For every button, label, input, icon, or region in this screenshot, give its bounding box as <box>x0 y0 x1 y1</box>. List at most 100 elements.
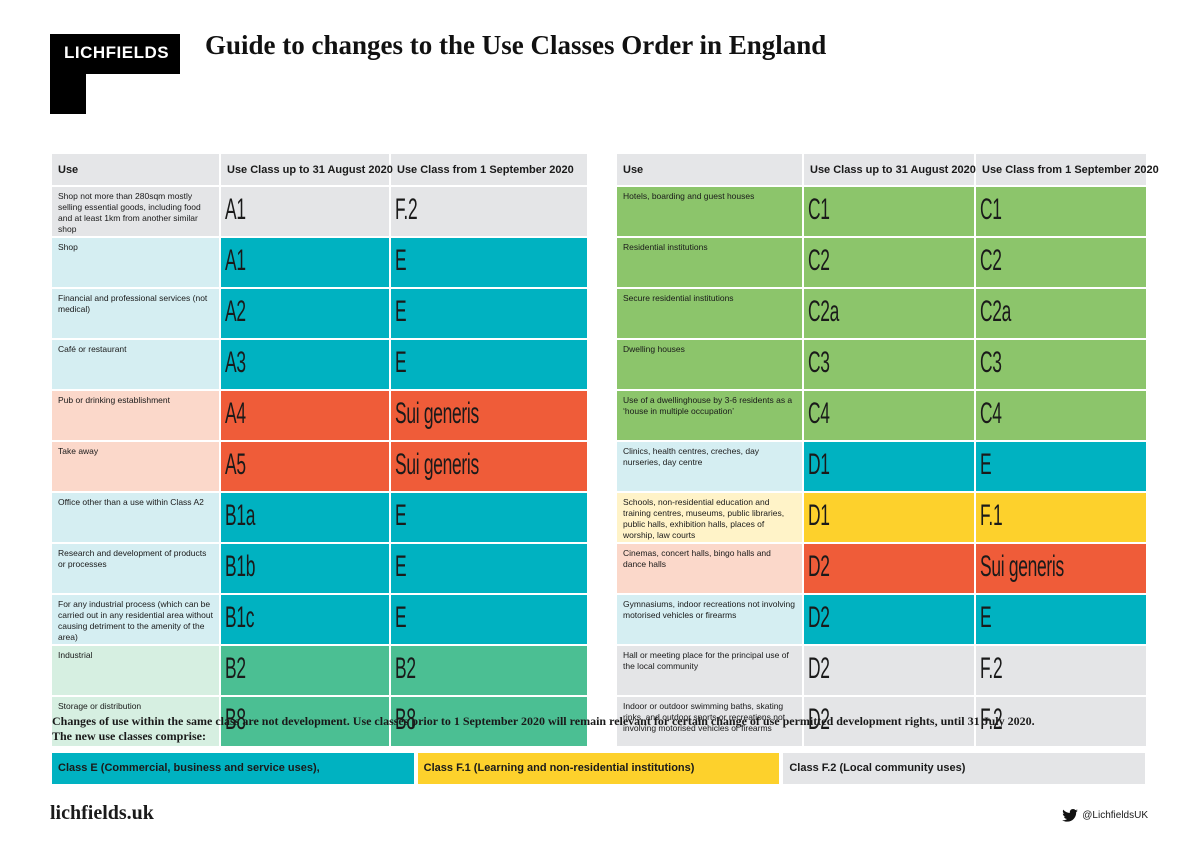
use-class-after-code: F.2 <box>980 652 1003 685</box>
use-class-after-cell: C3 <box>976 340 1146 389</box>
twitter-handle: @LichfieldsUK <box>1082 810 1148 821</box>
use-class-after-cell: E <box>976 442 1146 491</box>
table-header-row: Use Use Class up to 31 August 2020 Use C… <box>52 154 587 185</box>
use-class-before-cell: D1 <box>804 493 976 542</box>
use-class-before-code: A2 <box>225 295 246 328</box>
use-class-after-cell: C2 <box>976 238 1146 287</box>
class-key: Class E (Commercial, business and servic… <box>52 753 1146 784</box>
use-class-before-code: D2 <box>808 550 830 583</box>
use-class-before-cell: B8 <box>221 697 391 746</box>
use-class-after-cell: F.2 <box>976 646 1146 695</box>
table-row: Financial and professional services (not… <box>52 289 587 338</box>
header-use: Use <box>52 154 221 185</box>
use-description: Café or restaurant <box>52 340 221 389</box>
use-class-before-cell: C3 <box>804 340 976 389</box>
use-class-before-cell: D2 <box>804 595 976 644</box>
use-class-before-cell: D2 <box>804 544 976 593</box>
use-class-before-code: A5 <box>225 448 246 481</box>
key-class-f2: Class F.2 (Local community uses) <box>783 753 1146 784</box>
use-class-before-code: B1a <box>225 499 256 532</box>
use-description: Shop not more than 280sqm mostly selling… <box>52 187 221 236</box>
table-row: Office other than a use within Class A2 B… <box>52 493 587 542</box>
table-row: Hall or meeting place for the principal … <box>617 646 1146 695</box>
use-description: Industrial <box>52 646 221 695</box>
twitter-bird-icon <box>1062 809 1079 822</box>
footer-website-link[interactable]: lichfields.uk <box>50 802 154 824</box>
header-use: Use <box>617 154 804 185</box>
table-row: Schools, non-residential education and t… <box>617 493 1146 542</box>
table-row: Industrial B2 B2 <box>52 646 587 695</box>
lichfields-logo: LICHFIELDS <box>50 34 180 114</box>
use-classes-table-right: Use Use Class up to 31 August 2020 Use C… <box>617 152 1159 748</box>
use-class-after-code: C1 <box>980 193 1002 226</box>
use-class-after-code: E <box>395 601 407 634</box>
use-class-after-code: E <box>395 499 407 532</box>
footer-twitter[interactable]: @LichfieldsUK <box>1062 809 1148 822</box>
notes-line-2: The new use classes comprise: <box>52 729 206 743</box>
notes-line-1: Changes of use within the same class are… <box>52 714 1035 728</box>
use-class-after-cell: Sui generis <box>391 391 587 440</box>
use-class-before-code: D2 <box>808 703 830 736</box>
table-row: Take away A5 Sui generis <box>52 442 587 491</box>
table-row: Clinics, health centres, creches, day nu… <box>617 442 1146 491</box>
use-class-before-code: C3 <box>808 346 830 379</box>
use-class-before-code: A1 <box>225 193 246 226</box>
use-description: Dwelling houses <box>617 340 804 389</box>
use-class-after-code: F.1 <box>980 499 1003 532</box>
use-class-before-code: C1 <box>808 193 830 226</box>
notes: Changes of use within the same class are… <box>52 714 1152 744</box>
use-description: Shop <box>52 238 221 287</box>
use-class-before-cell: A1 <box>221 238 391 287</box>
use-class-before-code: C4 <box>808 397 830 430</box>
use-description: Hotels, boarding and guest houses <box>617 187 804 236</box>
table-row: Secure residential institutions C2a C2a <box>617 289 1146 338</box>
use-class-before-code: B1c <box>225 601 255 634</box>
use-class-after-cell: F.1 <box>976 493 1146 542</box>
table-row: For any industrial process (which can be… <box>52 595 587 644</box>
use-class-after-cell: E <box>391 238 587 287</box>
table-row: Indoor or outdoor swimming baths, skatin… <box>617 697 1146 746</box>
use-description: Use of a dwellinghouse by 3-6 residents … <box>617 391 804 440</box>
use-description: Hall or meeting place for the principal … <box>617 646 804 695</box>
use-class-before-cell: D2 <box>804 646 976 695</box>
table-row: Cinemas, concert halls, bingo halls and … <box>617 544 1146 593</box>
use-class-before-code: C2a <box>808 295 840 328</box>
use-class-after-code: E <box>395 295 407 328</box>
use-class-after-code: E <box>395 550 407 583</box>
use-class-before-code: B2 <box>225 652 246 685</box>
use-class-before-code: B8 <box>225 703 246 736</box>
use-class-before-cell: A4 <box>221 391 391 440</box>
use-class-after-code: Sui generis <box>980 550 1064 583</box>
use-class-after-cell: E <box>976 595 1146 644</box>
use-class-after-cell: E <box>391 340 587 389</box>
table-row: Research and development of products or … <box>52 544 587 593</box>
use-class-after-code: C3 <box>980 346 1002 379</box>
use-class-after-cell: Sui generis <box>391 442 587 491</box>
use-class-before-cell: A2 <box>221 289 391 338</box>
use-class-before-cell: B1b <box>221 544 391 593</box>
header-before: Use Class up to 31 August 2020 <box>221 154 393 185</box>
use-class-before-code: A4 <box>225 397 246 430</box>
page-title: Guide to changes to the Use Classes Orde… <box>205 30 827 60</box>
logo-text: LICHFIELDS <box>64 43 170 62</box>
use-description: Pub or drinking establishment <box>52 391 221 440</box>
use-class-after-code: E <box>980 448 992 481</box>
use-class-after-cell: E <box>391 544 587 593</box>
use-class-before-code: D1 <box>808 448 830 481</box>
use-class-after-code: E <box>395 346 407 379</box>
use-class-before-cell: B1a <box>221 493 391 542</box>
header-after: Use Class from 1 September 2020 <box>391 154 587 185</box>
key-class-e: Class E (Commercial, business and servic… <box>52 753 414 784</box>
use-class-before-code: D2 <box>808 652 830 685</box>
use-class-after-cell: C2a <box>976 289 1146 338</box>
use-description: Storage or distribution <box>52 697 221 746</box>
use-description: Schools, non-residential education and t… <box>617 493 804 542</box>
use-description: Indoor or outdoor swimming baths, skatin… <box>617 697 804 746</box>
table-row: Pub or drinking establishment A4 Sui gener… <box>52 391 587 440</box>
use-class-before-code: B1b <box>225 550 256 583</box>
use-class-after-cell: B2 <box>391 646 587 695</box>
use-description: Research and development of products or … <box>52 544 221 593</box>
use-class-after-code: F.2 <box>395 193 418 226</box>
key-class-f1: Class F.1 (Learning and non-residential … <box>417 753 780 784</box>
table-row: Dwelling houses C3 C3 <box>617 340 1146 389</box>
